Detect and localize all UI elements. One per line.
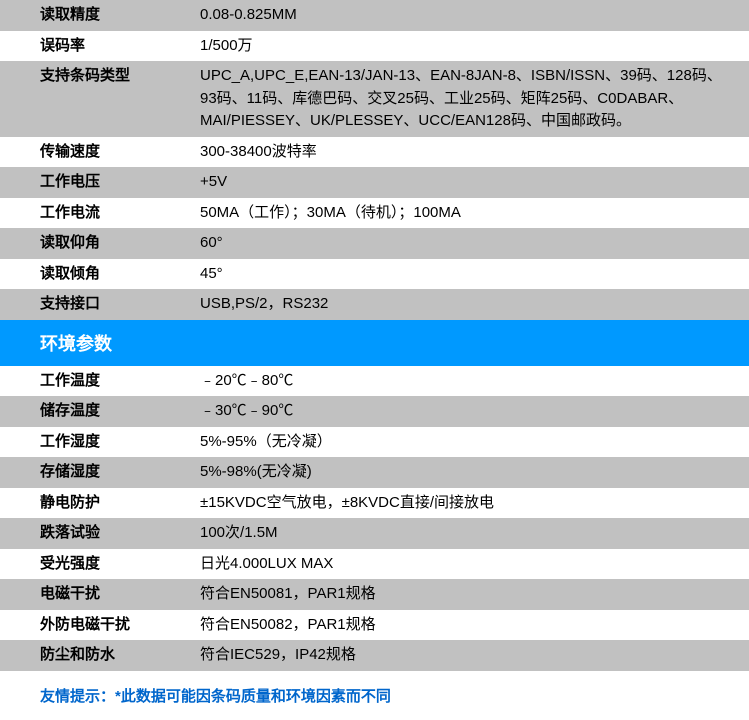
spec-label: 支持条码类型 <box>40 65 200 133</box>
spec-row: 受光强度日光4.000LUX MAX <box>0 549 749 580</box>
spec-label: 传输速度 <box>40 141 200 164</box>
spec-value: 日光4.000LUX MAX <box>200 553 749 576</box>
spec-label: 读取倾角 <box>40 263 200 286</box>
spec-label: 工作湿度 <box>40 431 200 454</box>
spec-label: 储存温度 <box>40 400 200 423</box>
spec-value: 0.08-0.825MM <box>200 4 749 27</box>
spec-label: 误码率 <box>40 35 200 58</box>
spec-value: 60° <box>200 232 749 255</box>
tip-text: 友情提示：*此数据可能因条码质量和环境因素而不同 <box>0 671 749 720</box>
spec-row: 跌落试验100次/1.5M <box>0 518 749 549</box>
spec-label: 静电防护 <box>40 492 200 515</box>
spec-row: 读取倾角45° <box>0 259 749 290</box>
spec-label: 读取仰角 <box>40 232 200 255</box>
spec-value: 100次/1.5M <box>200 522 749 545</box>
spec-row: 静电防护±15KVDC空气放电，±8KVDC直接/间接放电 <box>0 488 749 519</box>
spec-row: 支持接口USB,PS/2，RS232 <box>0 289 749 320</box>
spec-row: 读取精度0.08-0.825MM <box>0 0 749 31</box>
spec-label: 支持接口 <box>40 293 200 316</box>
spec-table: 读取精度0.08-0.825MM误码率1/500万支持条码类型UPC_A,UPC… <box>0 0 749 720</box>
spec-row: 电磁干扰符合EN50081，PAR1规格 <box>0 579 749 610</box>
spec-value: ﹣20℃﹣80℃ <box>200 370 749 393</box>
spec-value: 50MA（工作）；30MA（待机）；100MA <box>200 202 749 225</box>
spec-value: 1/500万 <box>200 35 749 58</box>
spec-label: 电磁干扰 <box>40 583 200 606</box>
spec-value: 45° <box>200 263 749 286</box>
spec-row: 工作湿度5%-95%（无冷凝） <box>0 427 749 458</box>
spec-value: 符合EN50082，PAR1规格 <box>200 614 749 637</box>
spec-value: 300-38400波特率 <box>200 141 749 164</box>
spec-label: 受光强度 <box>40 553 200 576</box>
spec-row: 储存温度﹣30℃﹣90℃ <box>0 396 749 427</box>
spec-value: 符合EN50081，PAR1规格 <box>200 583 749 606</box>
spec-row: 工作电压+5V <box>0 167 749 198</box>
spec-value: +5V <box>200 171 749 194</box>
spec-value: UPC_A,UPC_E,EAN-13/JAN-13、EAN-8JAN-8、ISB… <box>200 65 749 133</box>
spec-value: 符合IEC529，IP42规格 <box>200 644 749 667</box>
spec-row: 防尘和防水符合IEC529，IP42规格 <box>0 640 749 671</box>
spec-label: 外防电磁干扰 <box>40 614 200 637</box>
section2-header: 环境参数 <box>0 320 749 366</box>
spec-row: 工作电流50MA（工作）；30MA（待机）；100MA <box>0 198 749 229</box>
spec-label: 防尘和防水 <box>40 644 200 667</box>
section1-body: 读取精度0.08-0.825MM误码率1/500万支持条码类型UPC_A,UPC… <box>0 0 749 320</box>
spec-label: 工作电流 <box>40 202 200 225</box>
spec-row: 传输速度300-38400波特率 <box>0 137 749 168</box>
spec-label: 工作电压 <box>40 171 200 194</box>
spec-value: 5%-98%(无冷凝) <box>200 461 749 484</box>
spec-value: ﹣30℃﹣90℃ <box>200 400 749 423</box>
spec-label: 跌落试验 <box>40 522 200 545</box>
spec-value: 5%-95%（无冷凝） <box>200 431 749 454</box>
spec-label: 工作温度 <box>40 370 200 393</box>
spec-row: 误码率1/500万 <box>0 31 749 62</box>
spec-row: 存储湿度5%-98%(无冷凝) <box>0 457 749 488</box>
spec-row: 支持条码类型UPC_A,UPC_E,EAN-13/JAN-13、EAN-8JAN… <box>0 61 749 137</box>
spec-label: 读取精度 <box>40 4 200 27</box>
spec-row: 读取仰角60° <box>0 228 749 259</box>
spec-label: 存储湿度 <box>40 461 200 484</box>
section2-body: 工作温度﹣20℃﹣80℃储存温度﹣30℃﹣90℃工作湿度5%-95%（无冷凝）存… <box>0 366 749 671</box>
spec-value: ±15KVDC空气放电，±8KVDC直接/间接放电 <box>200 492 749 515</box>
spec-row: 外防电磁干扰符合EN50082，PAR1规格 <box>0 610 749 641</box>
spec-value: USB,PS/2，RS232 <box>200 293 749 316</box>
spec-row: 工作温度﹣20℃﹣80℃ <box>0 366 749 397</box>
